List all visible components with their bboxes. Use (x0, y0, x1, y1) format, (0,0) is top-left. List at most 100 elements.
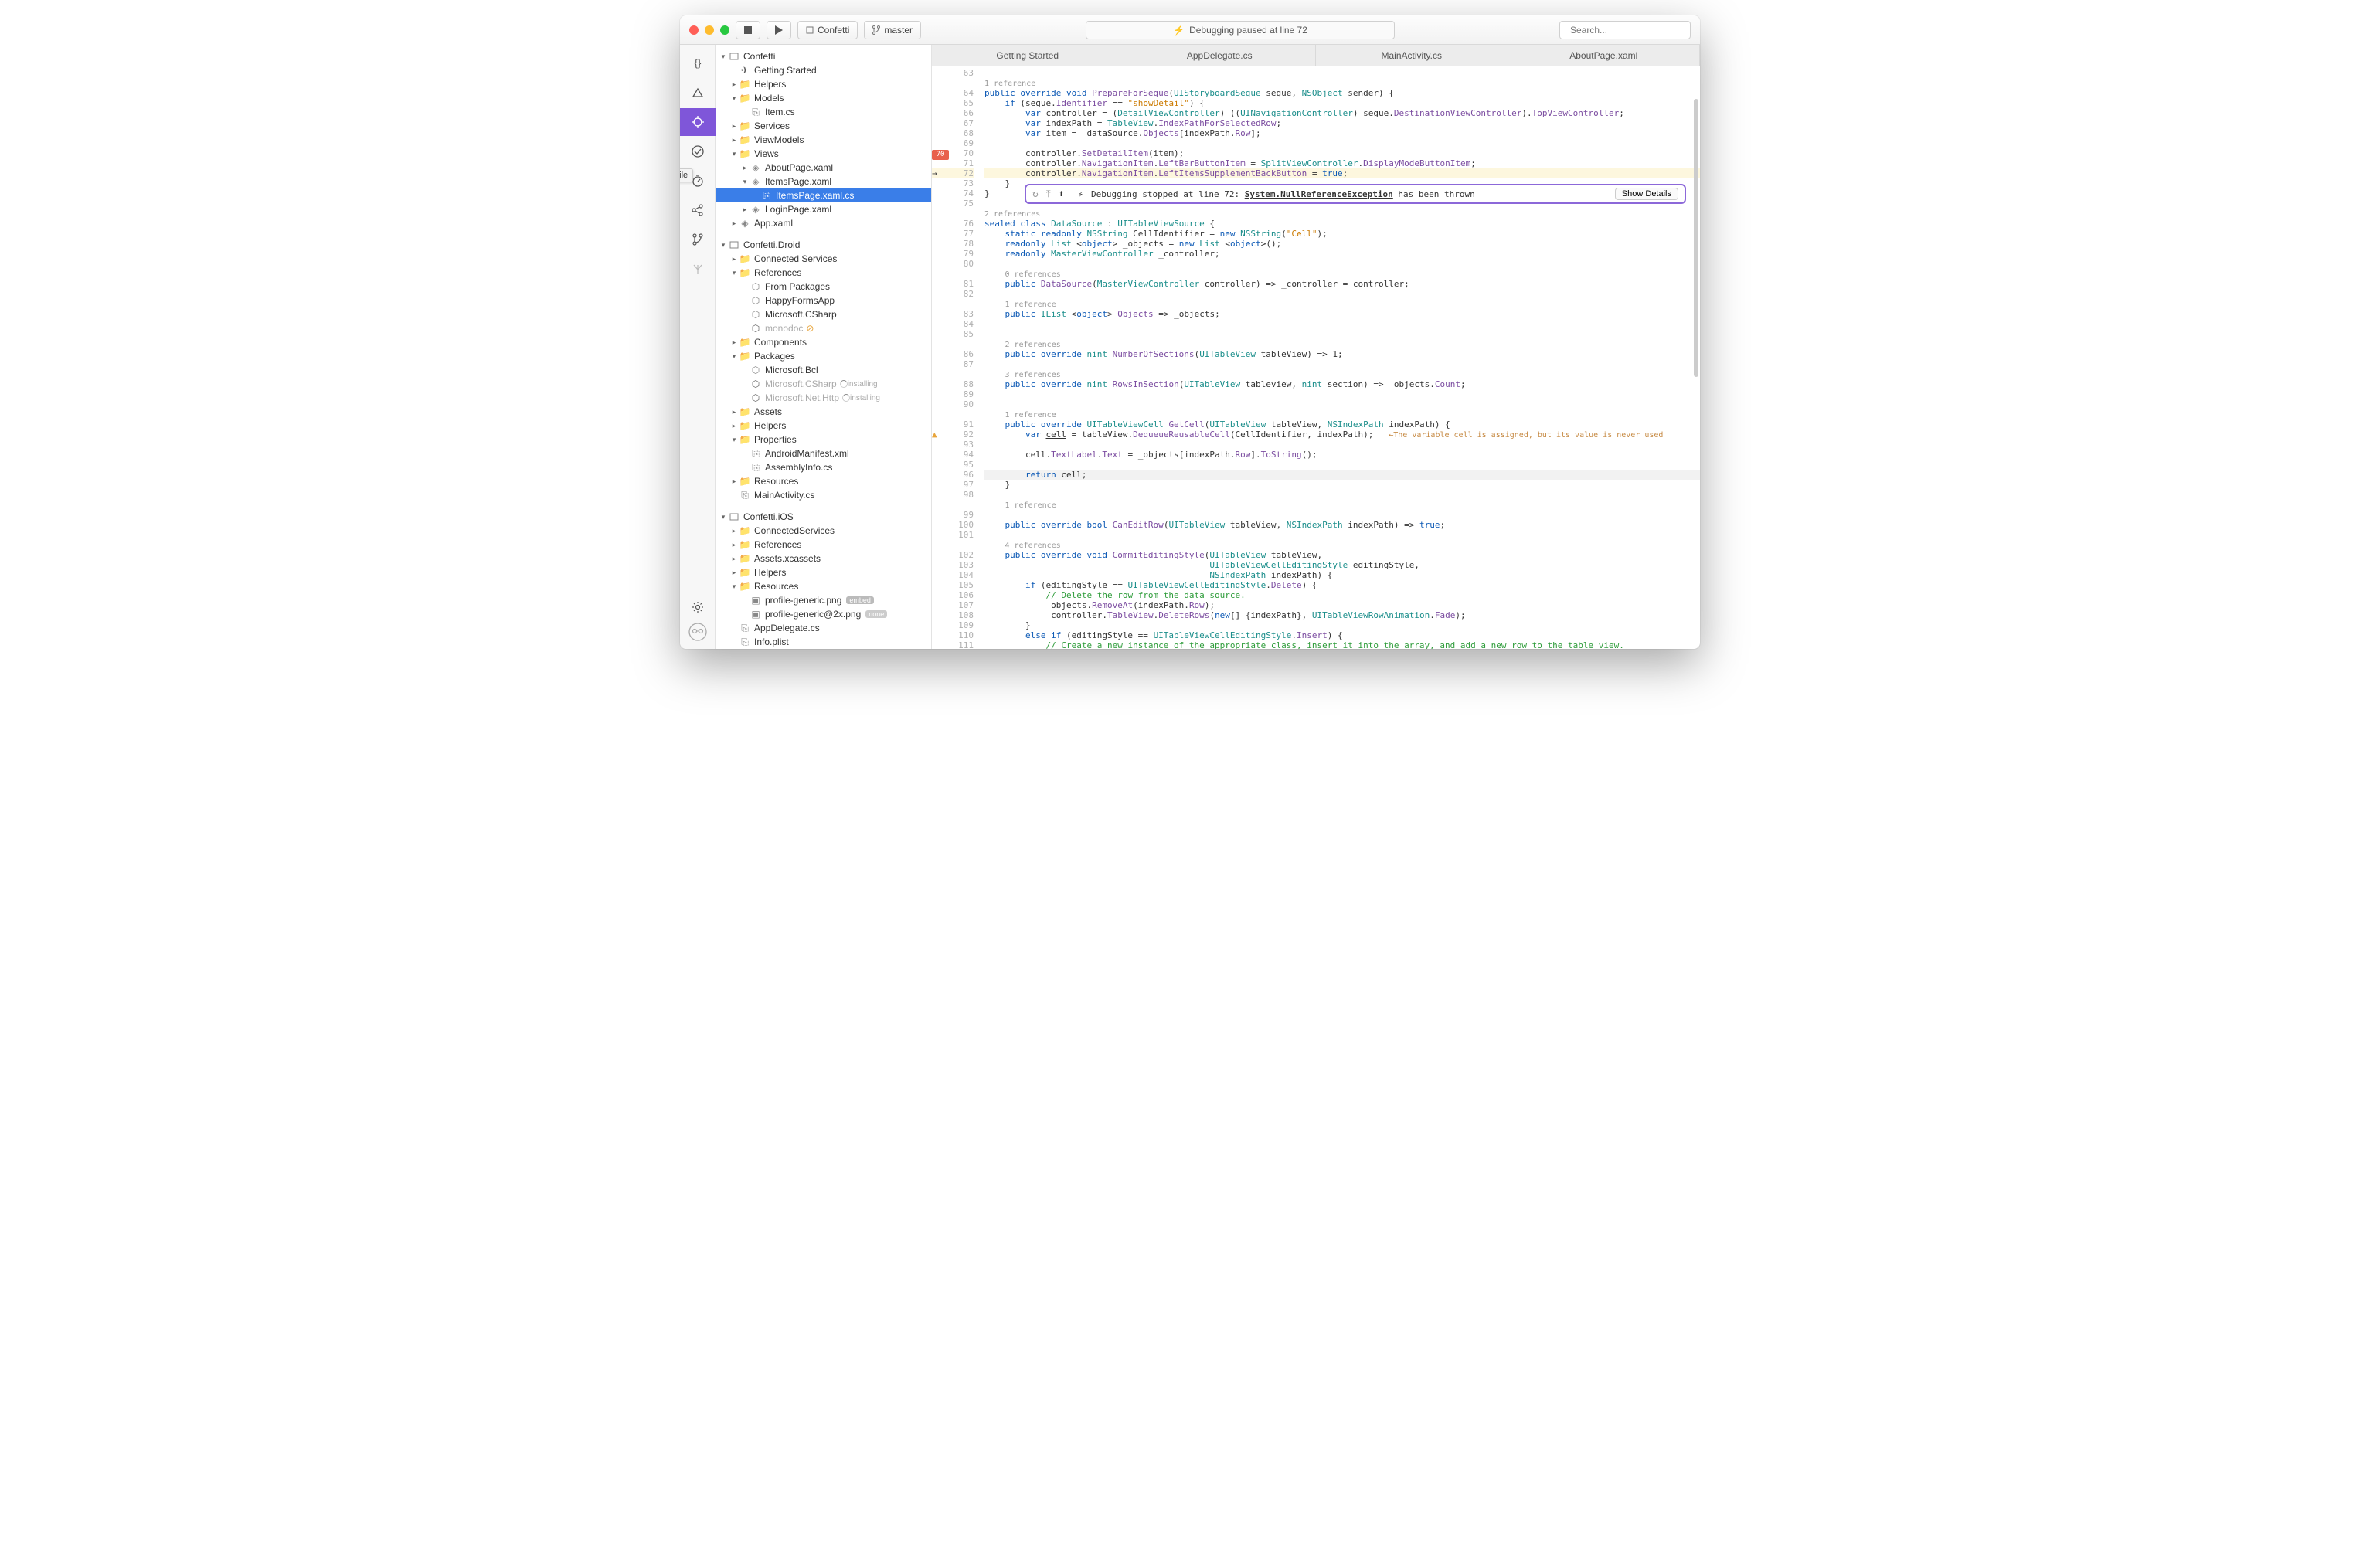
editor-tabs: Getting Started AppDelegate.cs MainActiv… (932, 45, 1700, 66)
rail-share[interactable] (680, 196, 716, 224)
project-selector[interactable]: Confetti (797, 21, 858, 39)
tab-aboutpage[interactable]: AboutPage.xaml (1508, 45, 1701, 66)
solution-tree[interactable]: ▾Confetti ✈Getting Started ▸📁Helpers ▾📁M… (716, 45, 932, 649)
rail-git[interactable] (680, 226, 716, 253)
tree-ios-conn[interactable]: ▸📁ConnectedServices (716, 524, 931, 538)
rail-settings[interactable] (680, 598, 716, 616)
close-window-button[interactable] (689, 25, 699, 35)
search-input[interactable] (1570, 25, 1690, 36)
fork-icon (691, 262, 705, 276)
scrollbar-thumb[interactable] (1694, 99, 1698, 377)
tree-packages[interactable]: ▾📁Packages (716, 349, 931, 363)
avatar-icon (688, 623, 707, 641)
step-back-icon[interactable]: ↻ (1032, 189, 1039, 199)
tree-ios-helpers[interactable]: ▸📁Helpers (716, 565, 931, 579)
tree-project-confetti[interactable]: ▾Confetti (716, 49, 931, 63)
braces-icon: {} (691, 56, 705, 70)
tree-ms-bcl[interactable]: ⬡Microsoft.Bcl (716, 363, 931, 377)
tree-project-ios[interactable]: ▾Confetti.iOS (716, 510, 931, 524)
tree-mscsharp[interactable]: ⬡Microsoft.CSharp (716, 307, 931, 321)
stop-button[interactable] (736, 21, 760, 39)
editor-scrollbar[interactable] (1694, 68, 1698, 641)
crosshair-icon (691, 115, 705, 129)
activity-bar: {} (680, 45, 716, 649)
tree-profile2x-png[interactable]: ▣profile-generic@2x.pngnone (716, 607, 931, 621)
tree-app-xaml[interactable]: ▸◈App.xaml (716, 216, 931, 230)
tree-services[interactable]: ▸📁Services (716, 119, 931, 133)
show-details-button[interactable]: Show Details (1615, 188, 1678, 200)
tab-getting-started[interactable]: Getting Started (932, 45, 1124, 66)
tree-ms-csharp2[interactable]: ⬡Microsoft.CSharp installing (716, 377, 931, 391)
rail-braces[interactable]: {} (680, 49, 716, 77)
tree-connected-services[interactable]: ▸📁Connected Services (716, 252, 931, 266)
project-label: Confetti (818, 25, 849, 36)
run-button[interactable] (767, 21, 791, 39)
tree-resources[interactable]: ▸📁Resources (716, 474, 931, 488)
tree-components[interactable]: ▸📁Components (716, 335, 931, 349)
tree-viewmodels[interactable]: ▸📁ViewModels (716, 133, 931, 147)
warning-marker: ▲ (932, 430, 937, 440)
spinner-icon (842, 394, 850, 402)
maximize-window-button[interactable] (720, 25, 729, 35)
bolt-icon: ⚡ (1173, 25, 1185, 36)
tab-appdelegate[interactable]: AppDelegate.cs (1124, 45, 1317, 66)
tree-ios-refs[interactable]: ▸📁References (716, 538, 931, 552)
tree-item-cs[interactable]: ⎘Item.cs (716, 105, 931, 119)
code-body[interactable]: 1 reference public override void Prepare… (981, 66, 1700, 649)
tree-asminfo[interactable]: ⎘AssemblyInfo.cs (716, 460, 931, 474)
branch-icon (872, 25, 880, 35)
status-bar: ⚡ Debugging paused at line 72 (1086, 21, 1395, 39)
tree-properties[interactable]: ▾📁Properties (716, 433, 931, 447)
tree-helpers[interactable]: ▸📁Helpers (716, 77, 931, 91)
editor-area: Getting Started AppDelegate.cs MainActiv… (932, 45, 1700, 649)
tree-models[interactable]: ▾📁Models (716, 91, 931, 105)
tree-helpers2[interactable]: ▸📁Helpers (716, 419, 931, 433)
check-circle-icon (691, 144, 705, 158)
tree-ios-res[interactable]: ▾📁Resources (716, 579, 931, 593)
tree-ms-nethttp[interactable]: ⬡Microsoft.Net.Http installing (716, 391, 931, 405)
window-controls (689, 25, 729, 35)
line-number-gutter: 6364656667686970717273747576777879808182… (950, 66, 981, 649)
tab-mainactivity[interactable]: MainActivity.cs (1316, 45, 1508, 66)
status-text: Debugging paused at line 72 (1189, 25, 1307, 36)
rail-triangle[interactable] (680, 79, 716, 107)
titlebar: Confetti master ⚡ Debugging paused at li… (680, 15, 1700, 45)
rail-check[interactable] (680, 138, 716, 165)
tree-manifest[interactable]: ⎘AndroidManifest.xml (716, 447, 931, 460)
tree-views[interactable]: ▾📁Views (716, 147, 931, 161)
tree-getting-started[interactable]: ✈Getting Started (716, 63, 931, 77)
tree-references[interactable]: ▾📁References (716, 266, 931, 280)
tree-aboutpage[interactable]: ▸◈AboutPage.xaml (716, 161, 931, 175)
gutter-marks: 70 → ▲ (932, 66, 950, 649)
tree-project-droid[interactable]: ▾Confetti.Droid (716, 238, 931, 252)
step-out-icon[interactable]: ⤒ (1046, 189, 1051, 199)
tree-itemspage[interactable]: ▾◈ItemsPage.xaml (716, 175, 931, 188)
tree-ios-xcassets[interactable]: ▸📁Assets.xcassets (716, 552, 931, 565)
play-icon (775, 25, 783, 35)
tree-monodoc[interactable]: ⬡monodoc⊘ (716, 321, 931, 335)
tree-loginpage[interactable]: ▸◈LoginPage.xaml (716, 202, 931, 216)
tree-itemspage-cs[interactable]: ⎘ItemsPage.xaml.cs (716, 188, 931, 202)
code-editor[interactable]: 70 → ▲ 636465666768697071727374757677787… (932, 66, 1700, 649)
tree-info-plist[interactable]: ⎘Info.plist (716, 635, 931, 649)
step-over-icon[interactable]: ⬆ (1059, 189, 1065, 199)
tree-mainactivity[interactable]: ⎘MainActivity.cs (716, 488, 931, 502)
tooltip-profile: Profile (680, 168, 693, 182)
tree-profile-png[interactable]: ▣profile-generic.pngembed (716, 593, 931, 607)
tree-happyforms[interactable]: ⬡HappyFormsApp (716, 294, 931, 307)
branch-selector[interactable]: master (864, 21, 921, 39)
tree-from-packages[interactable]: ⬡From Packages (716, 280, 931, 294)
tree-appdelegate[interactable]: ⎘AppDelegate.cs (716, 621, 931, 635)
main-area: {} ▾Confetti ✈Getting Started ▸📁Helpers … (680, 45, 1700, 649)
search-box[interactable] (1559, 21, 1691, 39)
rail-debug[interactable] (680, 108, 716, 136)
branch-label: master (884, 25, 913, 36)
target-icon (806, 26, 814, 34)
rail-fork[interactable] (680, 255, 716, 283)
triangle-icon (691, 86, 705, 100)
tree-assets[interactable]: ▸📁Assets (716, 405, 931, 419)
spinner-icon (840, 380, 848, 388)
minimize-window-button[interactable] (705, 25, 714, 35)
exception-notification: ↻ ⤒ ⬆ ⚡ Debugging stopped at line 72: Sy… (1025, 184, 1686, 204)
rail-avatar[interactable] (680, 621, 716, 643)
